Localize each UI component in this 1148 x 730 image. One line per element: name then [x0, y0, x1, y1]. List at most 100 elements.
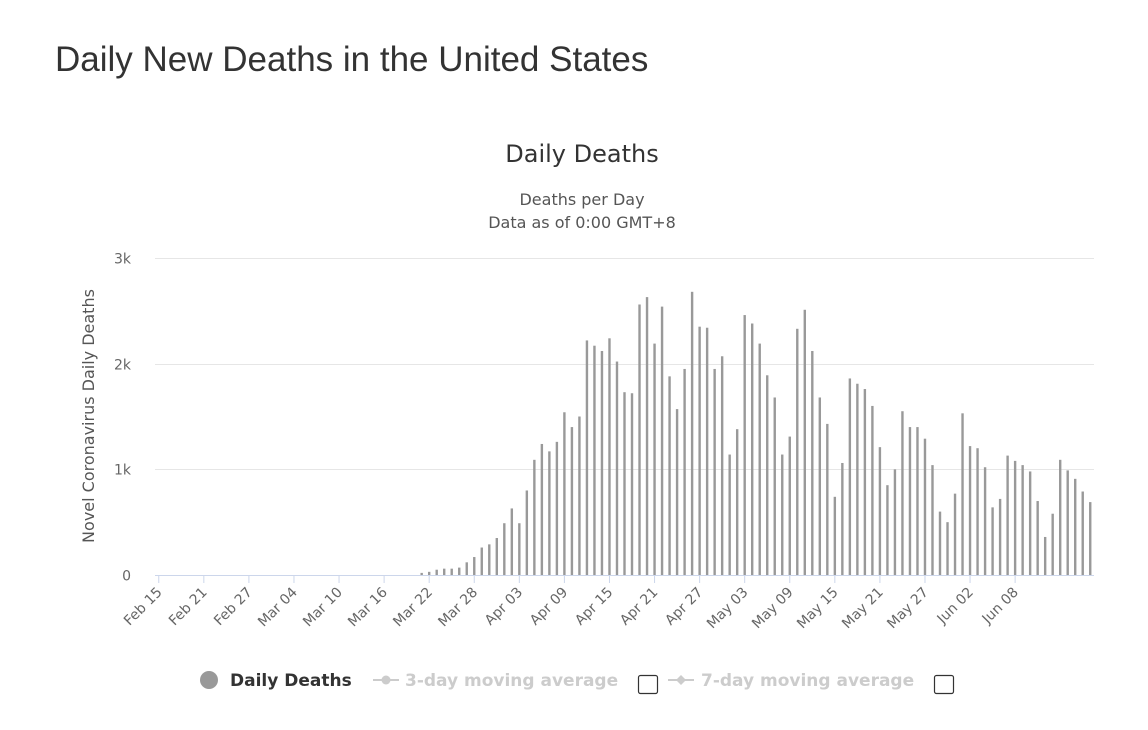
bar[interactable]: [773, 397, 776, 575]
bar[interactable]: [818, 397, 822, 575]
bar[interactable]: [863, 389, 867, 575]
bar[interactable]: [533, 459, 536, 575]
bar[interactable]: [781, 454, 784, 575]
bar[interactable]: [901, 411, 904, 575]
bar[interactable]: [1043, 536, 1047, 575]
bar[interactable]: [525, 490, 529, 575]
bar[interactable]: [585, 340, 589, 575]
bar[interactable]: [1074, 478, 1077, 575]
bar[interactable]: [826, 423, 829, 575]
bar[interactable]: [796, 328, 799, 575]
bar[interactable]: [1081, 491, 1084, 575]
bar[interactable]: [690, 291, 694, 575]
bar[interactable]: [623, 392, 626, 575]
bar[interactable]: [578, 416, 581, 576]
legend-item-daily-deaths[interactable]: Daily Deaths: [230, 671, 352, 691]
bar[interactable]: [675, 409, 679, 575]
bar[interactable]: [450, 568, 453, 575]
bar[interactable]: [503, 523, 506, 575]
bar[interactable]: [540, 443, 544, 575]
legend[interactable]: Daily Deaths 3-day moving average 7-day mo…: [200, 671, 955, 695]
bar[interactable]: [908, 427, 912, 575]
bar[interactable]: [720, 356, 724, 575]
bar[interactable]: [555, 441, 559, 575]
bar[interactable]: [480, 547, 483, 575]
bar[interactable]: [668, 376, 671, 575]
bar[interactable]: [811, 350, 814, 575]
bar[interactable]: [758, 343, 761, 575]
bar[interactable]: [1036, 501, 1039, 575]
bar[interactable]: [766, 375, 769, 575]
bar[interactable]: [953, 493, 957, 575]
bar[interactable]: [968, 446, 972, 575]
bar[interactable]: [1066, 470, 1069, 575]
bar[interactable]: [427, 571, 431, 575]
bar[interactable]: [653, 343, 656, 575]
bar[interactable]: [728, 454, 731, 575]
bar[interactable]: [1051, 513, 1054, 575]
legend-checkbox-3-day[interactable]: [637, 674, 659, 695]
bar[interactable]: [563, 412, 566, 575]
bar[interactable]: [886, 485, 889, 575]
bar[interactable]: [923, 438, 927, 575]
bar[interactable]: [1006, 455, 1009, 575]
bar[interactable]: [803, 309, 806, 575]
legend-symbol-daily-deaths[interactable]: [200, 671, 218, 689]
bar[interactable]: [473, 557, 476, 575]
bar[interactable]: [465, 562, 468, 575]
bar[interactable]: [1013, 460, 1017, 575]
bar[interactable]: [735, 429, 739, 575]
bar[interactable]: [705, 327, 709, 575]
bar[interactable]: [660, 306, 664, 575]
bar[interactable]: [713, 368, 716, 575]
bar[interactable]: [856, 383, 859, 575]
legend-checkbox-7-day[interactable]: [933, 674, 955, 695]
bar[interactable]: [961, 413, 964, 575]
legend-item-3-day-average[interactable]: 3-day moving average: [405, 671, 618, 691]
bar[interactable]: [518, 523, 521, 575]
bar[interactable]: [983, 467, 987, 575]
bar[interactable]: [788, 436, 791, 575]
legend-item-7-day-average[interactable]: 7-day moving average: [701, 671, 914, 691]
bar[interactable]: [1028, 471, 1032, 575]
bar[interactable]: [443, 568, 446, 575]
bar[interactable]: [510, 508, 514, 575]
bar[interactable]: [991, 507, 994, 575]
legend-symbol-3-day-marker[interactable]: [381, 675, 391, 685]
bar[interactable]: [698, 326, 701, 575]
bar[interactable]: [751, 323, 754, 575]
bar[interactable]: [420, 572, 423, 575]
bar[interactable]: [878, 447, 882, 575]
bar[interactable]: [593, 345, 596, 575]
bar[interactable]: [976, 448, 979, 575]
bar[interactable]: [893, 469, 897, 575]
bar[interactable]: [841, 462, 844, 575]
bar[interactable]: [645, 297, 649, 575]
legend-symbol-7-day-marker[interactable]: [676, 675, 686, 685]
bar[interactable]: [638, 304, 641, 575]
bar[interactable]: [998, 498, 1002, 575]
bar[interactable]: [848, 378, 852, 575]
bar[interactable]: [743, 315, 746, 575]
bar[interactable]: [488, 544, 491, 575]
bar[interactable]: [916, 427, 919, 575]
bar[interactable]: [871, 405, 874, 575]
bar[interactable]: [608, 338, 611, 575]
bar[interactable]: [458, 567, 461, 575]
bar[interactable]: [938, 511, 942, 575]
bar[interactable]: [630, 393, 634, 575]
bar[interactable]: [1059, 459, 1062, 575]
bar-series[interactable]: [420, 291, 1092, 576]
bar[interactable]: [548, 451, 551, 575]
bar[interactable]: [600, 350, 604, 575]
bar[interactable]: [931, 465, 934, 575]
bar[interactable]: [615, 361, 619, 575]
bar[interactable]: [946, 522, 949, 575]
bar[interactable]: [683, 368, 686, 575]
bar[interactable]: [570, 427, 574, 575]
bar[interactable]: [1021, 465, 1024, 575]
bar[interactable]: [495, 538, 498, 575]
bar[interactable]: [1089, 502, 1092, 575]
bar[interactable]: [833, 496, 837, 575]
bar[interactable]: [435, 569, 438, 575]
